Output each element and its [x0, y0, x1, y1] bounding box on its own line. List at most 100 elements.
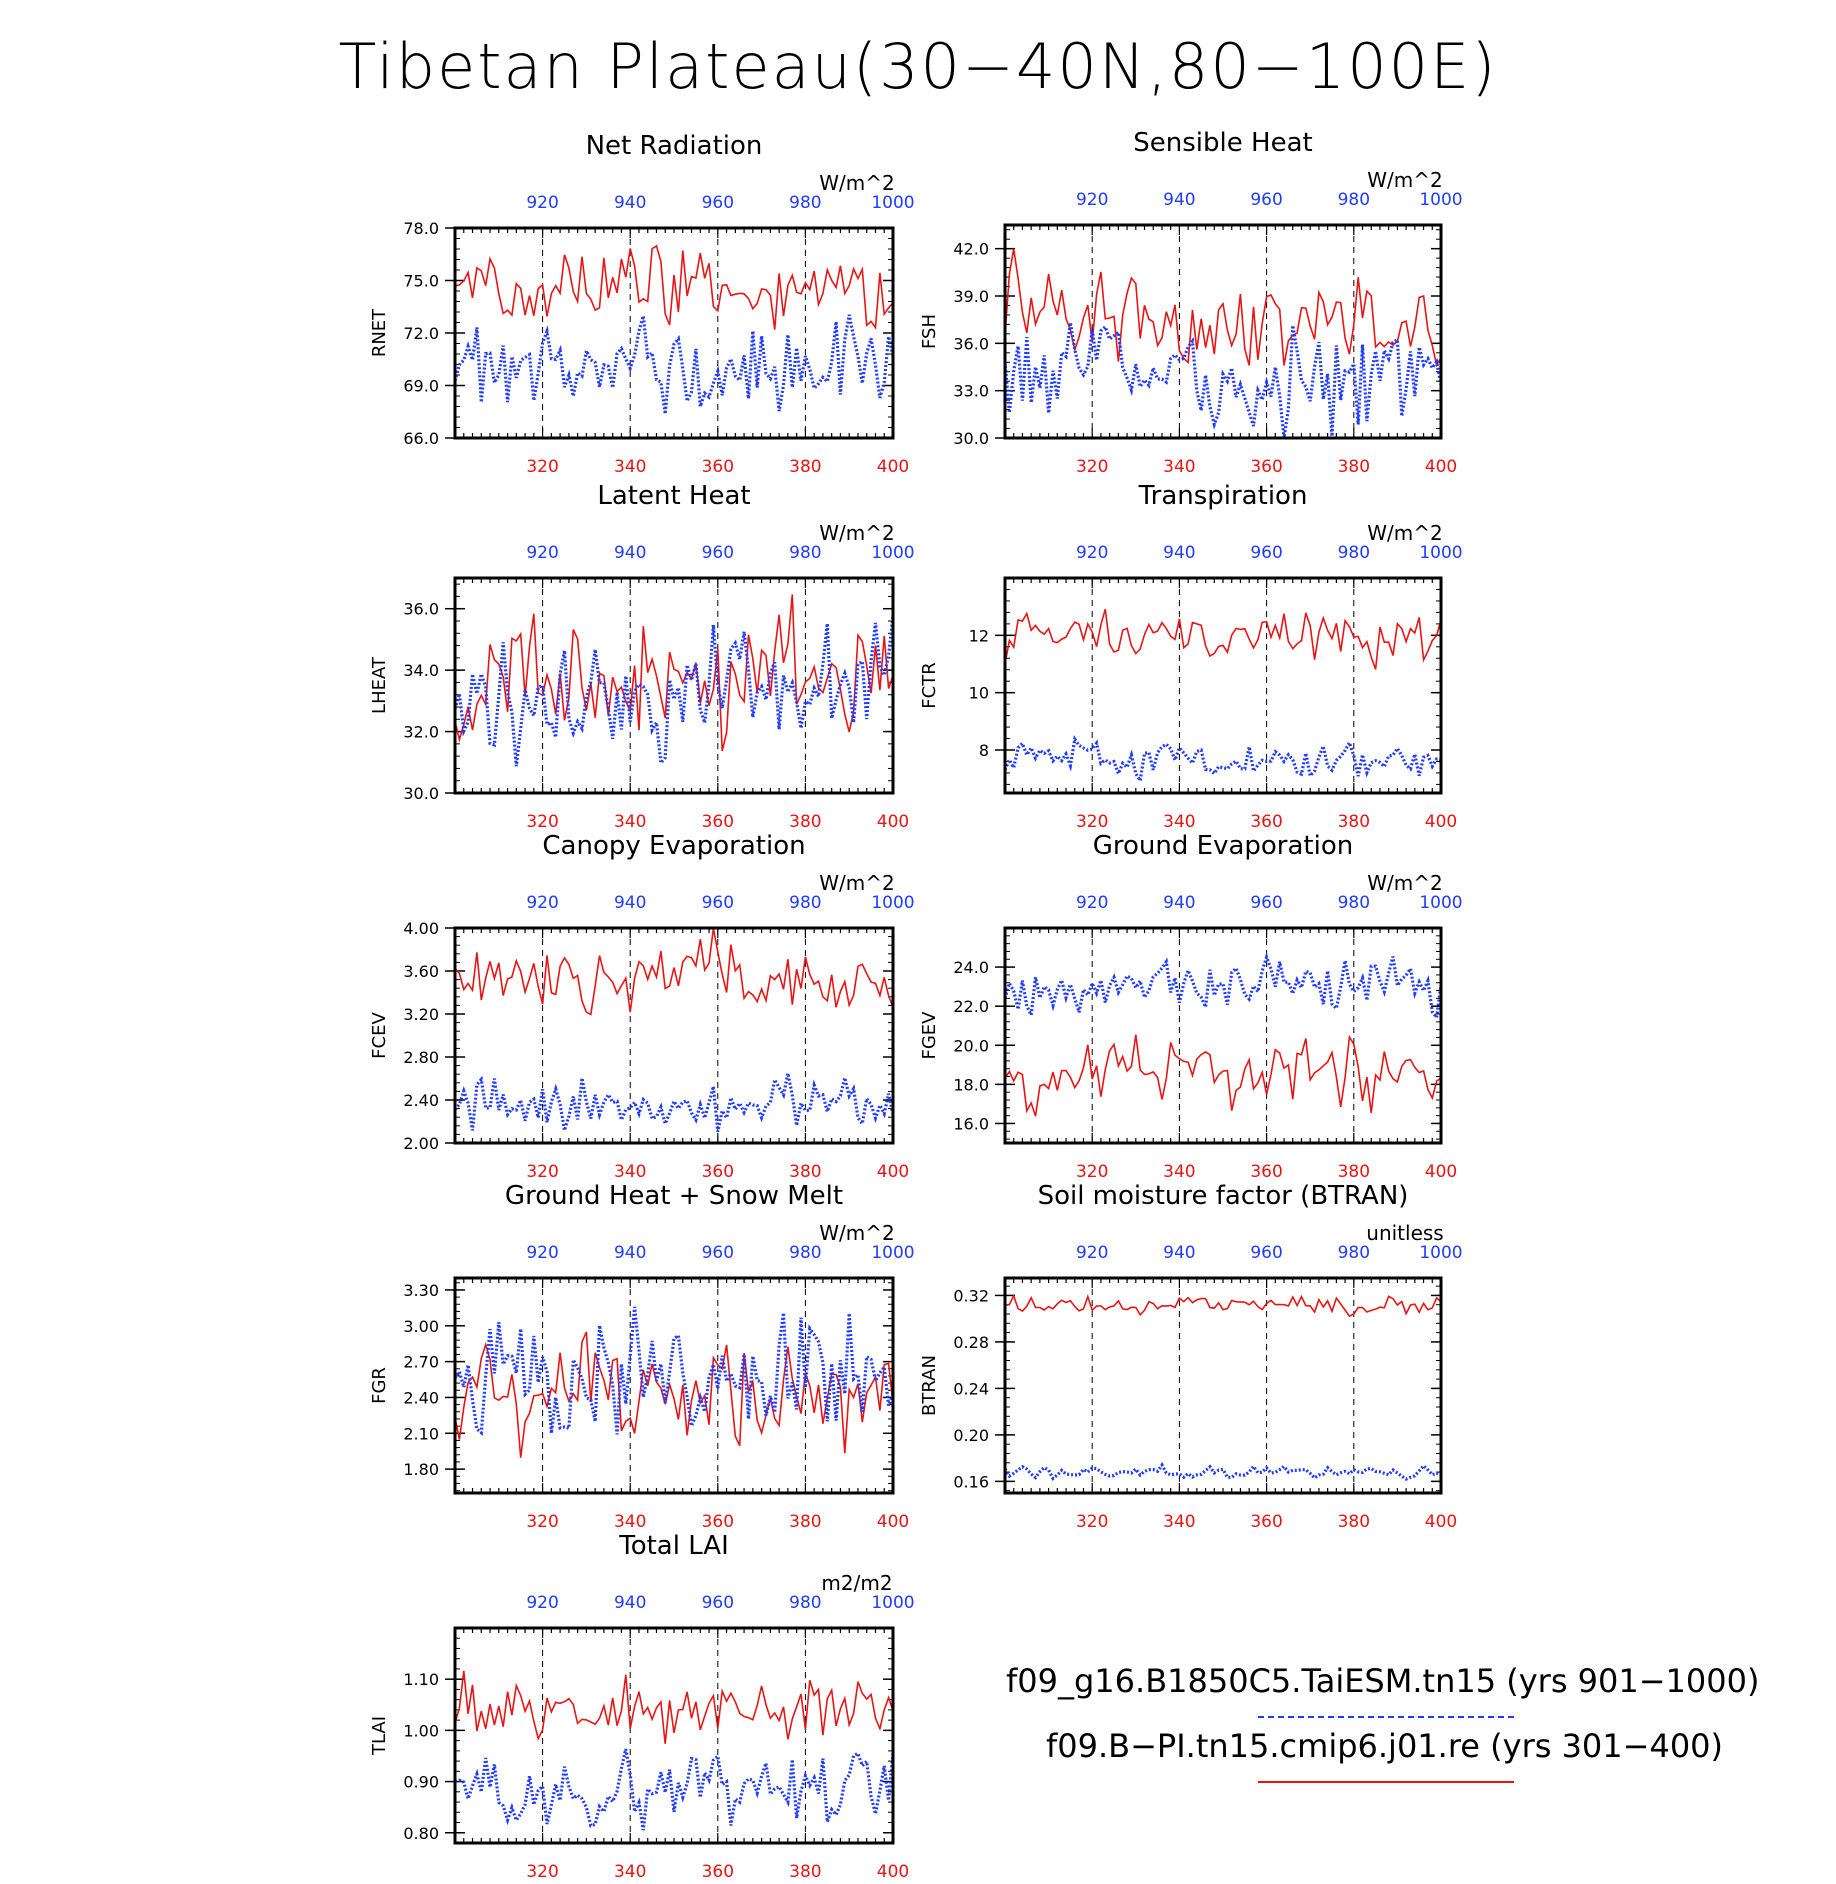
x-bottom-tick-label: 320 [1076, 812, 1108, 832]
x-bottom-tick-label: 360 [1250, 1512, 1282, 1532]
x-bottom-tick-label: 320 [526, 1512, 558, 1532]
units-label: W/m^2 [1367, 521, 1442, 545]
x-top-tick-label: 980 [1338, 190, 1370, 210]
series-line-case1 [1003, 952, 1443, 1022]
x-bottom-tick-label: 380 [1338, 1512, 1370, 1532]
y-tick-label: 78.0 [403, 219, 439, 238]
panel-frame [453, 1626, 895, 1845]
y-tick-label: 2.10 [403, 1424, 439, 1443]
y-tick-label: 0.24 [953, 1379, 989, 1398]
legend-case1-dash [1258, 1716, 1514, 1718]
x-top-tick-label: 940 [614, 893, 646, 913]
x-bottom-tick-label: 400 [1425, 1512, 1457, 1532]
x-bottom-tick-label: 360 [702, 457, 734, 477]
figure-title: Tibetan Plateau(30−40N,80−100E) [338, 30, 1498, 103]
x-bottom-tick-label: 380 [789, 812, 821, 832]
x-bottom-tick-label: 380 [789, 457, 821, 477]
y-tick-label: 8 [979, 741, 989, 760]
x-bottom-tick-label: 400 [877, 1862, 909, 1882]
panel-title: Sensible Heat [1133, 128, 1312, 158]
x-top-tick-label: 960 [1250, 543, 1282, 563]
x-top-tick-label: 1000 [1419, 190, 1462, 210]
x-bottom-tick-label: 400 [1425, 1162, 1457, 1182]
series-line-case2 [454, 1670, 894, 1744]
x-top-tick-label: 960 [1250, 893, 1282, 913]
series-line-case1 [1003, 1461, 1442, 1481]
x-top-tick-label: 1000 [1419, 543, 1462, 563]
y-tick-label: 16.0 [953, 1114, 989, 1133]
x-top-tick-label: 940 [1163, 893, 1195, 913]
panel-frame [1003, 1276, 1443, 1495]
units-label: W/m^2 [819, 871, 894, 895]
series-line-case1 [453, 1072, 895, 1133]
x-bottom-tick-label: 380 [1338, 1162, 1370, 1182]
x-bottom-tick-label: 340 [1163, 457, 1195, 477]
x-bottom-tick-label: 340 [614, 457, 646, 477]
x-top-tick-label: 1000 [871, 1243, 914, 1263]
y-tick-label: 75.0 [403, 272, 439, 291]
x-bottom-tick-label: 400 [877, 812, 909, 832]
units-label: m2/m2 [821, 1571, 892, 1595]
y-tick-label: 30.0 [403, 784, 439, 803]
y-tick-label: 1.10 [403, 1670, 439, 1689]
y-tick-label: 0.90 [403, 1773, 439, 1792]
x-top-tick-label: 920 [526, 1243, 558, 1263]
panel-title: Soil moisture factor (BTRAN) [1038, 1181, 1409, 1211]
y-axis-label: FCEV [369, 1012, 390, 1059]
x-top-tick-label: 940 [614, 1593, 646, 1613]
x-top-tick-label: 920 [1076, 1243, 1108, 1263]
legend-case2-label: f09.B−PI.tn15.cmip6.j01.re (yrs 301−400) [1046, 1727, 1724, 1765]
x-top-tick-label: 940 [1163, 1243, 1195, 1263]
y-tick-label: 0.20 [953, 1426, 989, 1445]
y-tick-label: 10 [969, 684, 989, 703]
x-bottom-tick-label: 360 [1250, 812, 1282, 832]
x-top-tick-label: 920 [1076, 190, 1108, 210]
x-top-tick-label: 920 [526, 893, 558, 913]
series-line-case1 [453, 314, 895, 415]
x-bottom-tick-label: 320 [1076, 457, 1108, 477]
series-line-case2 [1004, 1034, 1442, 1117]
y-axis-label: BTRAN [919, 1355, 940, 1416]
x-bottom-tick-label: 400 [877, 1162, 909, 1182]
y-tick-label: 12 [969, 626, 989, 645]
y-tick-label: 0.80 [403, 1824, 439, 1843]
x-top-tick-label: 940 [614, 1243, 646, 1263]
y-tick-label: 3.20 [403, 1005, 439, 1024]
panel-frame [453, 226, 895, 440]
x-top-tick-label: 960 [702, 193, 734, 213]
y-tick-label: 30.0 [953, 429, 989, 448]
x-bottom-tick-label: 400 [1425, 457, 1457, 477]
x-top-tick-label: 980 [789, 543, 821, 563]
units-label: W/m^2 [819, 171, 894, 195]
y-tick-label: 3.60 [403, 962, 439, 981]
x-bottom-tick-label: 340 [1163, 1162, 1195, 1182]
units-label: W/m^2 [819, 521, 894, 545]
y-tick-label: 69.0 [403, 377, 439, 396]
x-bottom-tick-label: 340 [1163, 812, 1195, 832]
series-line-case2 [1004, 248, 1442, 368]
y-tick-label: 34.0 [403, 661, 439, 680]
y-axis-label: TLAI [369, 1716, 390, 1756]
y-tick-label: 72.0 [403, 324, 439, 343]
y-tick-label: 3.30 [403, 1281, 439, 1300]
series-line-case1 [453, 615, 895, 767]
panel-title: Latent Heat [597, 481, 750, 511]
y-tick-label: 1.00 [403, 1721, 439, 1740]
x-bottom-tick-label: 320 [1076, 1162, 1108, 1182]
y-tick-label: 2.40 [403, 1091, 439, 1110]
x-top-tick-label: 980 [789, 893, 821, 913]
y-axis-label: FGEV [919, 1011, 940, 1060]
panel-title: Canopy Evaporation [542, 831, 805, 861]
x-top-tick-label: 960 [702, 1593, 734, 1613]
y-tick-label: 2.00 [403, 1134, 439, 1153]
y-tick-label: 2.40 [403, 1388, 439, 1407]
series-line-case2 [454, 928, 894, 1016]
series-line-case2 [1004, 1293, 1442, 1318]
panel-frame [1003, 926, 1443, 1145]
panel-title: Transpiration [1138, 481, 1308, 511]
panel-frame [453, 926, 895, 1145]
units-label: W/m^2 [1367, 168, 1442, 192]
x-bottom-tick-label: 400 [877, 1512, 909, 1532]
panel-frame [453, 576, 895, 795]
